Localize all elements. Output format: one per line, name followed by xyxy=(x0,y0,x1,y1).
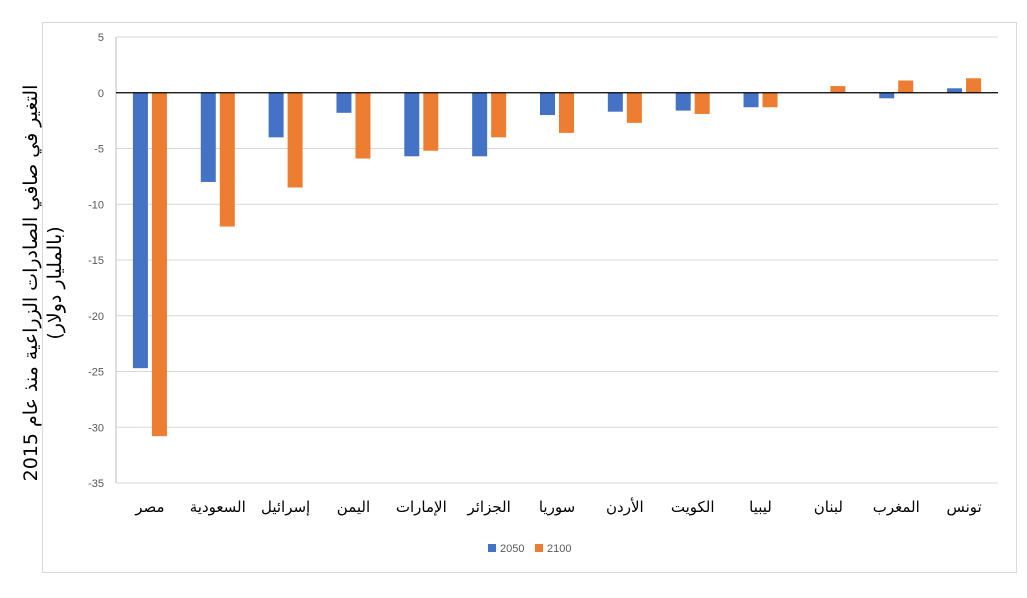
y-tick-label: -5 xyxy=(94,144,104,156)
bars xyxy=(132,78,982,437)
bar-2100-8 xyxy=(694,92,710,114)
x-tick-label: لبنان xyxy=(814,498,843,516)
legend-label: 2050 xyxy=(500,543,524,555)
y-tick-label: 0 xyxy=(98,88,104,100)
bar-2100-10 xyxy=(830,86,846,93)
bar-2050-12 xyxy=(947,88,963,93)
axes xyxy=(115,37,998,483)
y-axis-title: التغير في صافي الصادرات الزراعية منذ عام… xyxy=(20,85,66,482)
y-tick-label: -35 xyxy=(88,478,104,490)
legend: 2050 2100 xyxy=(488,543,571,555)
bar-2100-9 xyxy=(762,92,778,108)
y-tick-labels: 5 0 -5 -10 -15 -20 -25 -30 -35 xyxy=(88,32,104,490)
bar-2050-6 xyxy=(540,92,555,116)
y-tick-label: -25 xyxy=(88,367,104,379)
bar-2100-0 xyxy=(151,92,167,437)
y-tick-label: -20 xyxy=(88,311,104,323)
bar-2050-7 xyxy=(607,92,623,112)
legend-label: 2100 xyxy=(547,543,571,555)
bar-2100-12 xyxy=(966,78,982,93)
y-tick-label: 5 xyxy=(98,32,104,44)
x-tick-label: سوريا xyxy=(539,498,575,516)
x-tick-label: المغرب xyxy=(873,498,920,516)
bar-2050-2 xyxy=(268,92,284,138)
x-tick-label: السعودية xyxy=(190,498,246,516)
bar-2100-11 xyxy=(898,80,914,93)
bar-2100-3 xyxy=(355,92,371,159)
y-axis-title-line-1: التغير في صافي الصادرات الزراعية منذ عام… xyxy=(20,85,42,482)
bar-2050-11 xyxy=(879,92,895,99)
x-tick-label: الأردن xyxy=(606,497,644,516)
bar-2050-3 xyxy=(336,92,352,113)
gridlines xyxy=(116,36,998,484)
bar-2050-5 xyxy=(472,92,488,157)
bar-2050-0 xyxy=(132,92,148,369)
y-tick-label: -30 xyxy=(88,422,104,434)
legend-swatch-2100 xyxy=(535,544,543,552)
y-tick-label: -15 xyxy=(88,255,104,267)
y-axis-title-line-2: (بالمليار دولار) xyxy=(44,226,66,339)
x-tick-label: ليبيا xyxy=(749,498,772,516)
x-tick-label: إسرائيل xyxy=(261,498,310,516)
x-tick-label: اليمن xyxy=(337,498,370,516)
bar-2100-5 xyxy=(491,92,507,138)
y-tick-label: -10 xyxy=(88,199,104,211)
bar-2050-9 xyxy=(743,92,759,108)
chart-frame xyxy=(42,22,1017,573)
x-tick-label: الجزائر xyxy=(466,498,510,516)
legend-swatch-2050 xyxy=(488,544,496,552)
bar-2100-2 xyxy=(287,92,303,188)
bar-2050-8 xyxy=(675,92,691,111)
bar-2050-1 xyxy=(200,92,216,182)
bar-2100-1 xyxy=(219,92,235,227)
bar-2100-4 xyxy=(423,92,439,151)
x-tick-label: تونس xyxy=(946,498,981,516)
bar-2100-7 xyxy=(626,92,642,123)
x-tick-label: الكويت xyxy=(671,498,715,516)
bar-2050-4 xyxy=(404,92,420,157)
x-tick-labels: مصر السعودية إسرائيل اليمن الإمارات الجزائر سو… xyxy=(134,497,981,516)
x-tick-label: مصر xyxy=(134,498,164,516)
x-tick-label: الإمارات xyxy=(396,498,447,516)
bar-2100-6 xyxy=(559,92,574,133)
